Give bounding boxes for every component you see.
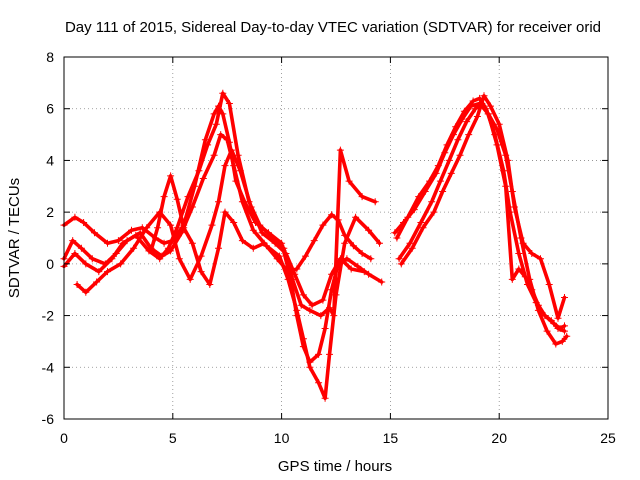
x-tick-label: 10: [274, 430, 290, 446]
x-tick-labels: 0 5 10 15 20 25: [60, 430, 616, 446]
series-line-track-8: [399, 94, 567, 320]
plot-frame: [63, 56, 609, 420]
x-tick-label: 5: [169, 430, 177, 446]
y-tick-label: 2: [46, 204, 54, 220]
series-markers-track-5: [147, 172, 375, 288]
y-tick-label: -2: [42, 308, 55, 324]
series-markers-track-6: [393, 94, 568, 332]
series-markers-track-4: [73, 146, 368, 309]
x-tick-label: 25: [600, 430, 616, 446]
y-tick-label: 0: [46, 256, 54, 272]
tick-marks: [63, 56, 609, 420]
y-tick-label: -4: [42, 359, 55, 375]
series-markers-track-9: [391, 100, 568, 335]
chart-title: Day 111 of 2015, Sidereal Day-to-day VTE…: [65, 19, 601, 36]
y-tick-labels: -6 -4 -2 0 2 4 6 8: [42, 49, 55, 427]
series-line-track-9: [393, 101, 567, 333]
x-tick-label: 20: [491, 430, 507, 446]
series-line-track-6: [395, 96, 567, 331]
series-markers-track-8: [397, 92, 568, 322]
series-group: [62, 91, 569, 401]
y-tick-label: 4: [46, 152, 54, 168]
x-axis-label: GPS time / hours: [278, 458, 392, 475]
y-tick-label: 6: [46, 101, 54, 117]
series-line-track-3: [62, 91, 377, 318]
x-tick-label: 15: [383, 430, 399, 446]
y-tick-label: -6: [42, 411, 55, 427]
x-tick-label: 0: [60, 430, 68, 446]
y-tick-label: 8: [46, 49, 54, 65]
y-axis-label: SDTVAR / TECUs: [6, 178, 23, 298]
